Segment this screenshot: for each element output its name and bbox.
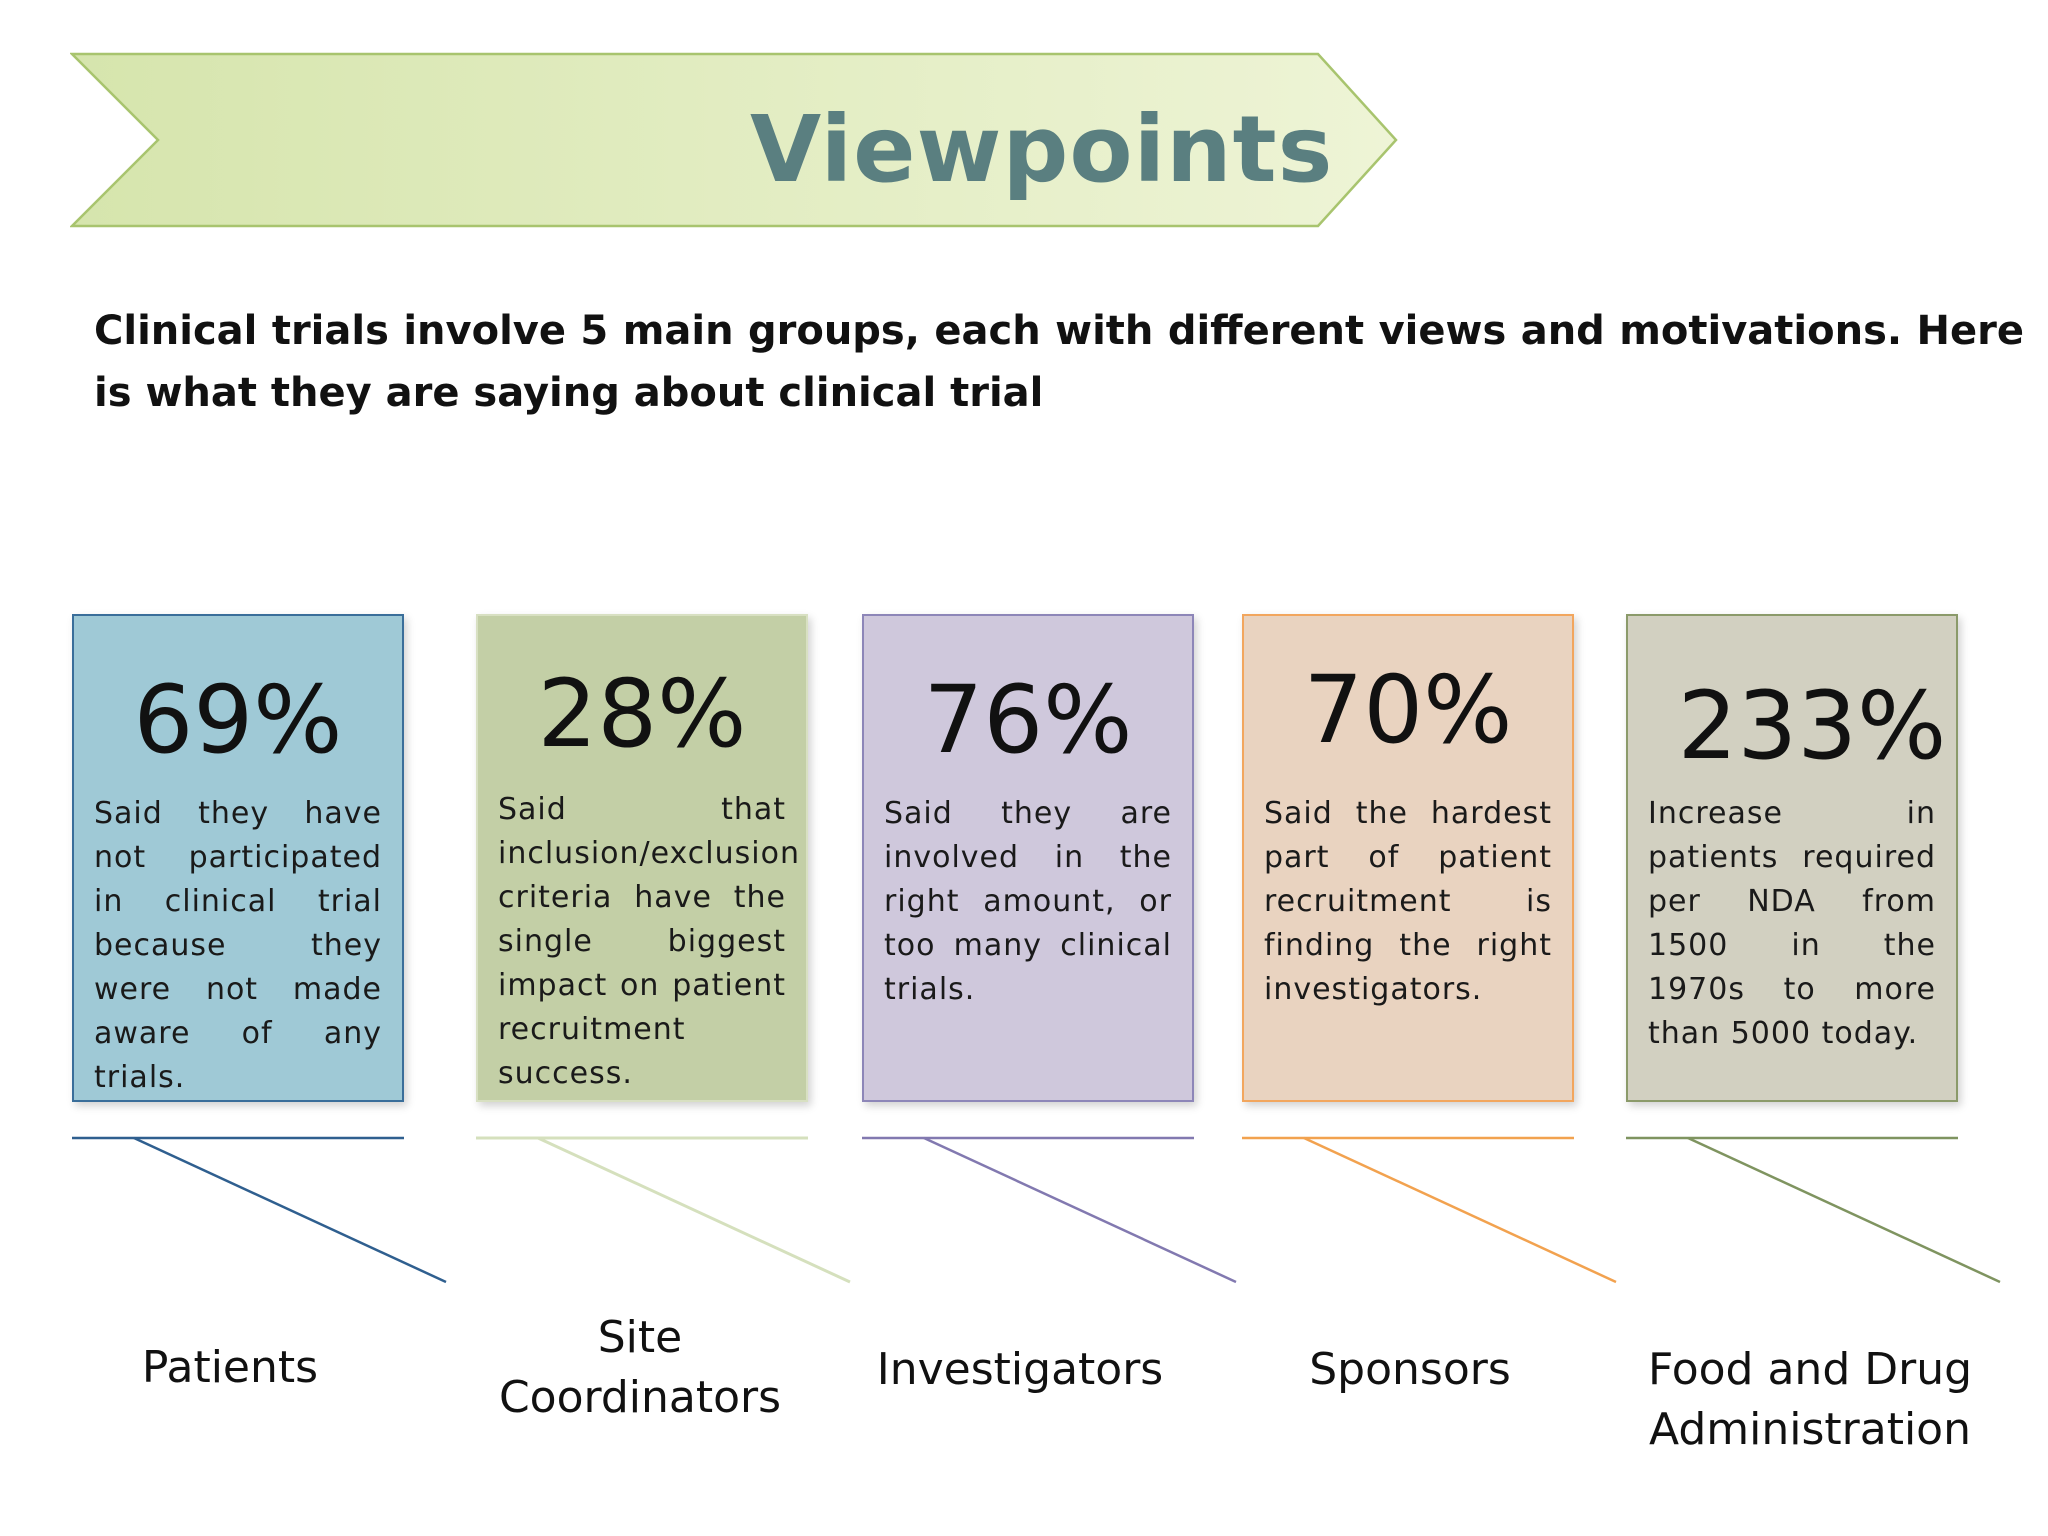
connector-patients (72, 1136, 447, 1284)
stat-value: 69% (133, 666, 343, 775)
connector-fda (1626, 1136, 2001, 1284)
connector-sponsors (1242, 1136, 1617, 1284)
stat-description: Said they are involved in the right amou… (884, 796, 1172, 1007)
stat-description: Said the hardest part of patient recruit… (1264, 796, 1552, 1007)
stat-card-fda: 233% Increase in patients required per N… (1626, 614, 1958, 1102)
stat-description: Said that inclusion/exclusion criteria h… (498, 792, 800, 1091)
stat-value: 233% (1677, 672, 1947, 781)
group-label-fda: Food and Drug Administration (1647, 1344, 1973, 1455)
title-banner (70, 52, 1398, 228)
group-label-sponsors: Sponsors (1309, 1344, 1511, 1395)
stat-card-investigators: 76% Said they are involved in the right … (862, 614, 1194, 1102)
page-title: Viewpoints (750, 96, 1334, 203)
stat-value: 76% (923, 666, 1133, 775)
group-label-investigators: Investigators (876, 1344, 1164, 1395)
group-label-patients: Patients (141, 1342, 319, 1393)
stat-card-site-coordinators: 28% Said that inclusion/exclusion criter… (476, 614, 808, 1102)
connector-site-coordinators (476, 1136, 851, 1284)
stat-value: 70% (1303, 656, 1513, 765)
stat-value: 28% (537, 660, 747, 769)
connector-investigators (862, 1136, 1237, 1284)
stat-description: Increase in patients required per NDA fr… (1648, 796, 1936, 1051)
stat-description: Said they have not participated in clini… (94, 796, 382, 1095)
stat-card-patients: 69% Said they have not participated in c… (72, 614, 404, 1102)
intro-text: Clinical trials involve 5 main groups, e… (94, 308, 2024, 416)
stat-card-sponsors: 70% Said the hardest part of patient rec… (1242, 614, 1574, 1102)
group-label-site-coordinators: Site Coordinators (498, 1312, 782, 1423)
